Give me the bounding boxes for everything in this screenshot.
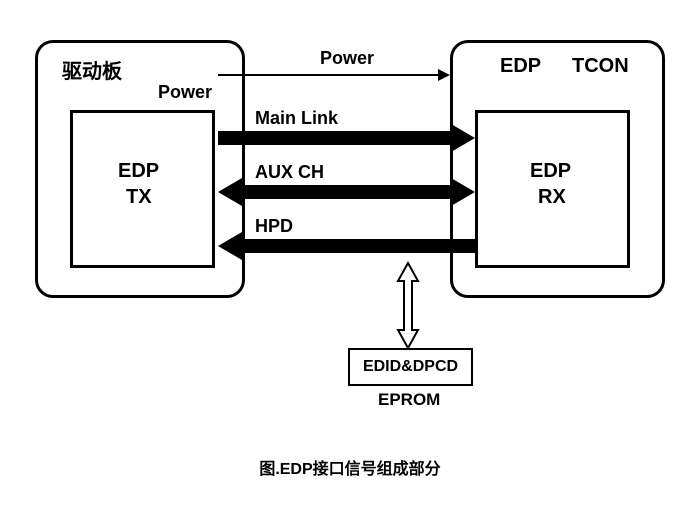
- arrows-svg: [0, 0, 700, 525]
- figure-caption: 图.EDP接口信号组成部分: [0, 455, 700, 479]
